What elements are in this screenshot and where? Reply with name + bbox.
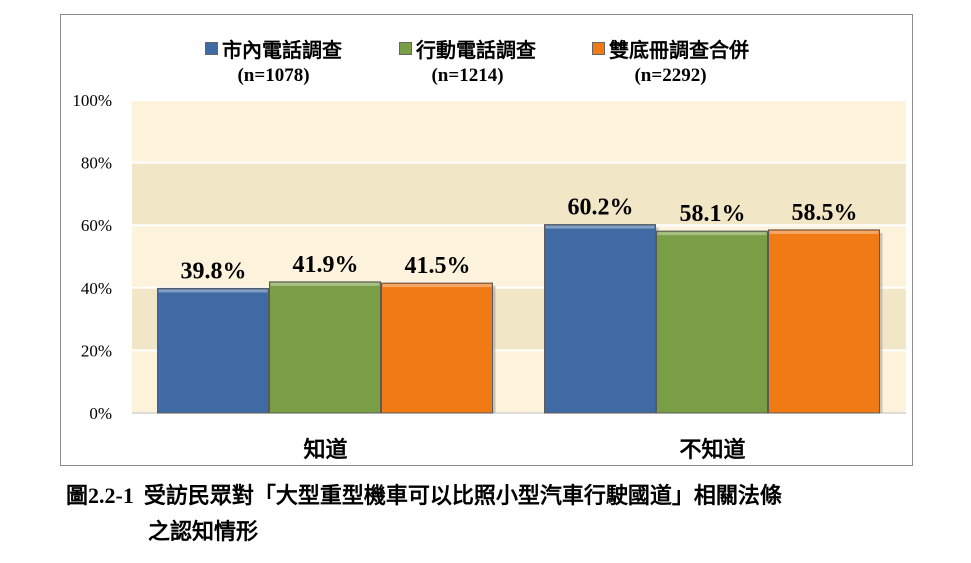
y-tick-label: 0% <box>89 404 112 423</box>
legend-label: 雙底冊調查合併 <box>609 38 749 62</box>
legend-label: 市內電話調查 <box>222 38 342 62</box>
caption-line-2: 之認知情形 <box>148 519 259 545</box>
y-tick-label: 40% <box>81 279 112 298</box>
legend-sample-size: (n=2292) <box>634 65 707 86</box>
plot-band <box>132 162 906 226</box>
legend-label: 行動電話調查 <box>416 38 536 62</box>
bar <box>544 224 656 414</box>
data-label: 60.2% <box>568 195 634 221</box>
legend-item-mobile: 行動電話調查 (n=1214) <box>399 34 536 87</box>
y-tick-label: 60% <box>81 216 112 235</box>
bar-highlight <box>657 232 767 236</box>
data-label: 58.5% <box>792 200 858 226</box>
y-tick-label: 20% <box>81 341 112 360</box>
bar <box>269 281 381 414</box>
plot-band <box>132 100 906 163</box>
legend-sample-size: (n=1078) <box>237 65 310 86</box>
data-label: 39.8% <box>181 258 247 284</box>
y-tick-label: 80% <box>81 154 112 173</box>
figure-caption: 圖2.2-1 受訪民眾對「大型重型機車可以比照小型汽車行駛國道」相關法條 之認知情… <box>66 478 966 550</box>
bar-highlight <box>545 225 655 229</box>
bar-chart: 0% 20% 40% 60% 80% 100% 39.8% 41.9% 41.5% 知道 60.2%… <box>72 91 906 463</box>
bar-highlight <box>270 282 380 286</box>
legend-item-landline: 市內電話調查 (n=1078) <box>205 34 342 87</box>
legend-sample-size: (n=1214) <box>431 65 504 86</box>
y-tick-label: 100% <box>72 91 112 110</box>
data-label: 58.1% <box>680 201 746 227</box>
data-label: 41.9% <box>293 252 359 278</box>
bar <box>157 287 269 414</box>
legend-swatch-mobile <box>399 42 412 55</box>
bar-highlight <box>158 289 268 293</box>
bar-highlight <box>382 284 492 288</box>
data-label: 41.5% <box>405 253 471 279</box>
x-category-label: 知道 <box>303 437 347 463</box>
legend-item-combined: 雙底冊調查合併 (n=2292) <box>592 34 749 87</box>
bar-highlight <box>769 230 879 234</box>
figure-number: 圖2.2-1 <box>66 483 134 508</box>
x-category-label: 不知道 <box>679 437 745 463</box>
legend-swatch-combined <box>592 42 605 55</box>
legend-swatch-landline <box>205 42 218 55</box>
bar <box>381 282 493 414</box>
bar <box>656 230 768 414</box>
legend: 市內電話調查 (n=1078) 行動電話調查 (n=1214) 雙底冊調查合併 … <box>0 34 971 94</box>
caption-line-1: 受訪民眾對「大型重型機車可以比照小型汽車行駛國道」相關法條 <box>143 483 782 509</box>
bar <box>768 229 880 414</box>
